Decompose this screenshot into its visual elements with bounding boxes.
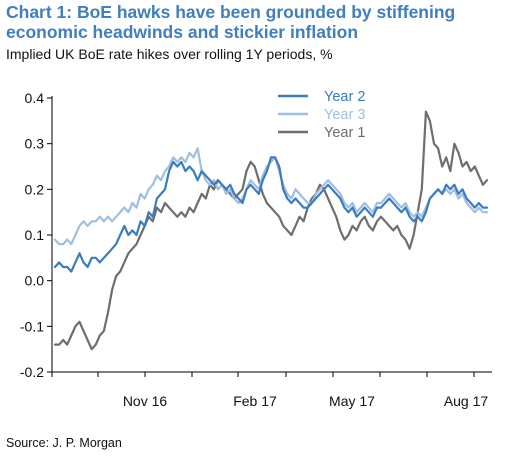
legend-label: Year 2: [324, 89, 365, 105]
x-tick-label: May 17: [329, 393, 375, 409]
series-line-year-1: [53, 110, 489, 351]
legend: Year 2 Year 3 Year 1: [278, 89, 365, 141]
y-tick-label: 0.2: [25, 181, 45, 197]
legend-label: Year 3: [324, 107, 365, 123]
chart-subtitle: Implied UK BoE rate hikes over rolling 1…: [6, 46, 333, 62]
y-tick-label: 0.4: [25, 90, 45, 106]
legend-label: Year 1: [324, 125, 365, 141]
y-tick-label: 0.3: [25, 136, 45, 152]
series-line-year-3: [53, 147, 489, 246]
source-note: Source: J. P. Morgan: [6, 436, 122, 450]
y-tick-label: -0.2: [20, 364, 44, 380]
y-axis-ticks: 0.4 0.3 0.2 0.1 0.0 -0.1 -0.2: [20, 90, 52, 380]
x-tick-label: Nov 16: [123, 393, 168, 409]
series-line-year-2: [53, 156, 489, 273]
chart-title: Chart 1: BoE hawks have been grounded by…: [6, 2, 456, 42]
y-tick-label: 0.1: [25, 227, 45, 243]
y-tick-label: 0.0: [25, 273, 45, 289]
x-axis-ticks: Nov 16 Feb 17 May 17 Aug 17: [51, 372, 489, 409]
x-tick-label: Feb 17: [233, 393, 277, 409]
y-tick-label: -0.1: [20, 318, 44, 334]
x-tick-label: Aug 17: [444, 393, 489, 409]
series-lines: [53, 110, 489, 351]
